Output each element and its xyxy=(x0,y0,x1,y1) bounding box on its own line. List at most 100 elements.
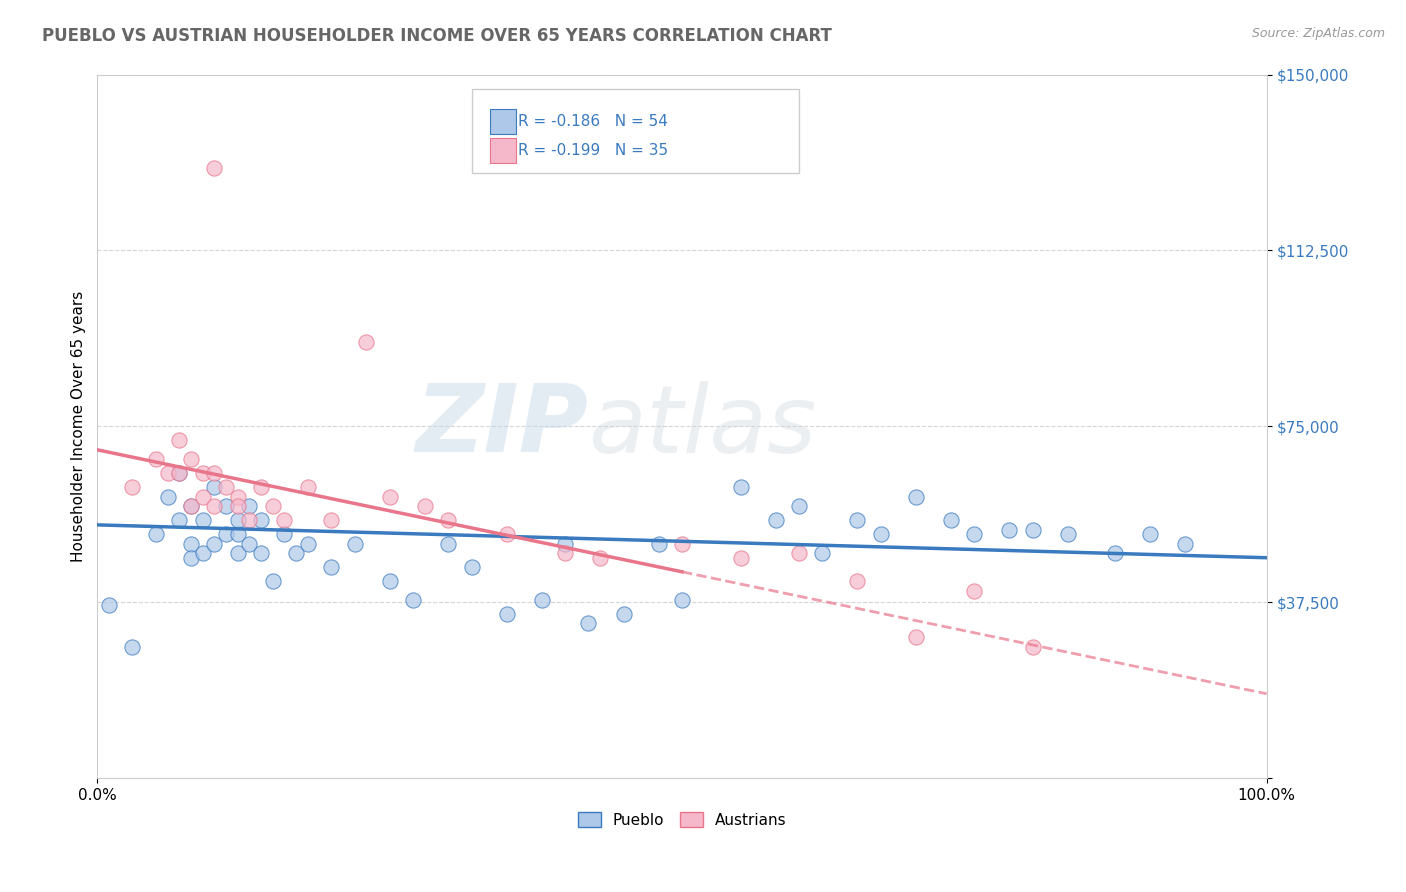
Point xyxy=(846,513,869,527)
Point xyxy=(1174,536,1197,550)
Point xyxy=(238,513,260,527)
Point xyxy=(554,546,576,560)
Point xyxy=(402,593,425,607)
Point xyxy=(191,490,214,504)
Point xyxy=(167,513,190,527)
Point xyxy=(846,574,869,589)
FancyBboxPatch shape xyxy=(491,138,516,163)
Point xyxy=(437,536,460,550)
Point xyxy=(180,452,202,467)
Point xyxy=(378,490,401,504)
Point xyxy=(215,480,238,494)
Point xyxy=(202,480,225,494)
Point xyxy=(180,550,202,565)
Point xyxy=(963,583,986,598)
Point xyxy=(460,560,482,574)
Point xyxy=(297,480,319,494)
Point xyxy=(1057,527,1080,541)
Point xyxy=(167,467,190,481)
Legend: Pueblo, Austrians: Pueblo, Austrians xyxy=(572,805,793,834)
FancyBboxPatch shape xyxy=(471,88,799,173)
Point xyxy=(250,513,273,527)
Point xyxy=(167,434,190,448)
Point xyxy=(554,536,576,550)
Point xyxy=(202,467,225,481)
Point xyxy=(250,480,273,494)
Point xyxy=(1022,523,1045,537)
Point xyxy=(215,527,238,541)
Point xyxy=(273,513,295,527)
Point xyxy=(202,499,225,513)
Text: Source: ZipAtlas.com: Source: ZipAtlas.com xyxy=(1251,27,1385,40)
Point xyxy=(156,467,179,481)
Text: ZIP: ZIP xyxy=(416,380,589,473)
Point xyxy=(495,607,517,621)
Point xyxy=(226,490,249,504)
Point xyxy=(121,480,143,494)
Y-axis label: Householder Income Over 65 years: Householder Income Over 65 years xyxy=(72,291,86,562)
Point xyxy=(1022,640,1045,654)
Point xyxy=(321,513,343,527)
Point xyxy=(613,607,636,621)
Text: atlas: atlas xyxy=(589,381,817,472)
Text: R = -0.199   N = 35: R = -0.199 N = 35 xyxy=(519,143,668,158)
Point xyxy=(495,527,517,541)
Point xyxy=(250,546,273,560)
Point xyxy=(589,550,612,565)
Point xyxy=(343,536,366,550)
Point xyxy=(939,513,962,527)
Point xyxy=(262,574,284,589)
Point xyxy=(413,499,436,513)
Point xyxy=(297,536,319,550)
Point xyxy=(378,574,401,589)
Point xyxy=(180,536,202,550)
Point xyxy=(811,546,834,560)
Point xyxy=(730,550,752,565)
FancyBboxPatch shape xyxy=(491,109,516,135)
Point xyxy=(787,546,810,560)
Point xyxy=(180,499,202,513)
Point xyxy=(202,536,225,550)
Point xyxy=(226,527,249,541)
Point xyxy=(273,527,295,541)
Point xyxy=(356,334,378,349)
Text: R = -0.186   N = 54: R = -0.186 N = 54 xyxy=(519,114,668,129)
Point xyxy=(191,467,214,481)
Point xyxy=(191,546,214,560)
Point xyxy=(238,499,260,513)
Point xyxy=(869,527,891,541)
Point xyxy=(730,480,752,494)
Point xyxy=(321,560,343,574)
Point xyxy=(647,536,669,550)
Point xyxy=(904,490,927,504)
Point xyxy=(787,499,810,513)
Point xyxy=(1104,546,1126,560)
Point xyxy=(226,513,249,527)
Text: PUEBLO VS AUSTRIAN HOUSEHOLDER INCOME OVER 65 YEARS CORRELATION CHART: PUEBLO VS AUSTRIAN HOUSEHOLDER INCOME OV… xyxy=(42,27,832,45)
Point xyxy=(285,546,308,560)
Point xyxy=(191,513,214,527)
Point xyxy=(437,513,460,527)
Point xyxy=(145,527,167,541)
Point xyxy=(238,536,260,550)
Point xyxy=(226,546,249,560)
Point xyxy=(765,513,787,527)
Point xyxy=(121,640,143,654)
Point xyxy=(262,499,284,513)
Point xyxy=(671,536,693,550)
Point xyxy=(98,598,121,612)
Point xyxy=(156,490,179,504)
Point xyxy=(226,499,249,513)
Point xyxy=(167,467,190,481)
Point xyxy=(998,523,1021,537)
Point xyxy=(671,593,693,607)
Point xyxy=(530,593,553,607)
Point xyxy=(145,452,167,467)
Point xyxy=(1139,527,1161,541)
Point xyxy=(202,161,225,176)
Point xyxy=(963,527,986,541)
Point xyxy=(904,631,927,645)
Point xyxy=(215,499,238,513)
Point xyxy=(180,499,202,513)
Point xyxy=(578,616,600,631)
